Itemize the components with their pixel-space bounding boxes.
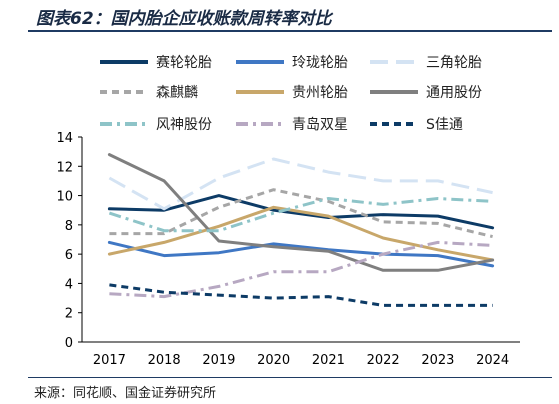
x-tick-label: 2021 [312,353,345,368]
x-tick-label: 2019 [202,353,235,368]
series-line [109,283,493,307]
series-line [107,153,495,272]
x-tick-label: 2017 [93,353,126,368]
y-tick-label: 10 [56,190,73,205]
legend-label: 森麒麟 [156,85,198,101]
x-tick-label: 2024 [476,353,509,368]
y-tick-label: 14 [56,131,73,146]
legend-label: 三角轮胎 [426,55,482,71]
y-tick-label: 8 [65,219,73,234]
legend-label: 青岛双星 [292,117,348,133]
series-line [108,197,493,233]
chart-series [107,153,495,307]
legend-label: 玲珑轮胎 [292,55,348,71]
chart-title: 图表62：国内胎企应收账款周转率对比 [36,9,332,29]
y-tick-label: 2 [65,307,73,322]
series-line [107,194,495,230]
series-line [107,240,495,268]
y-tick-label: 12 [56,160,73,175]
title-rule [28,30,552,32]
y-tick-label: 4 [65,277,73,292]
legend-label: 风神股份 [156,117,212,133]
legend-label: 赛轮轮胎 [156,55,212,71]
series-line [109,240,493,299]
series-line [109,188,493,239]
x-tick-label: 2023 [421,353,454,368]
series-line [108,157,493,211]
source-note: 来源：同花顺、国金证券研究所 [34,386,217,401]
y-tick-label: 6 [65,248,73,263]
x-tick-label: 2018 [148,353,181,368]
source-rule [28,377,552,378]
x-tick-label: 2022 [367,353,400,368]
chart-axes: 0 2 4 6 8 10 12 14 2017 2018 2019 2020 2021 2022 2023 2… [56,131,520,368]
y-tick-label: 0 [65,336,73,351]
x-tick-label: 2020 [257,353,290,368]
legend-label: S佳通 [426,117,463,133]
series-line [107,205,495,262]
legend-label: 贵州轮胎 [292,85,348,101]
legend-label: 通用股份 [426,85,482,101]
